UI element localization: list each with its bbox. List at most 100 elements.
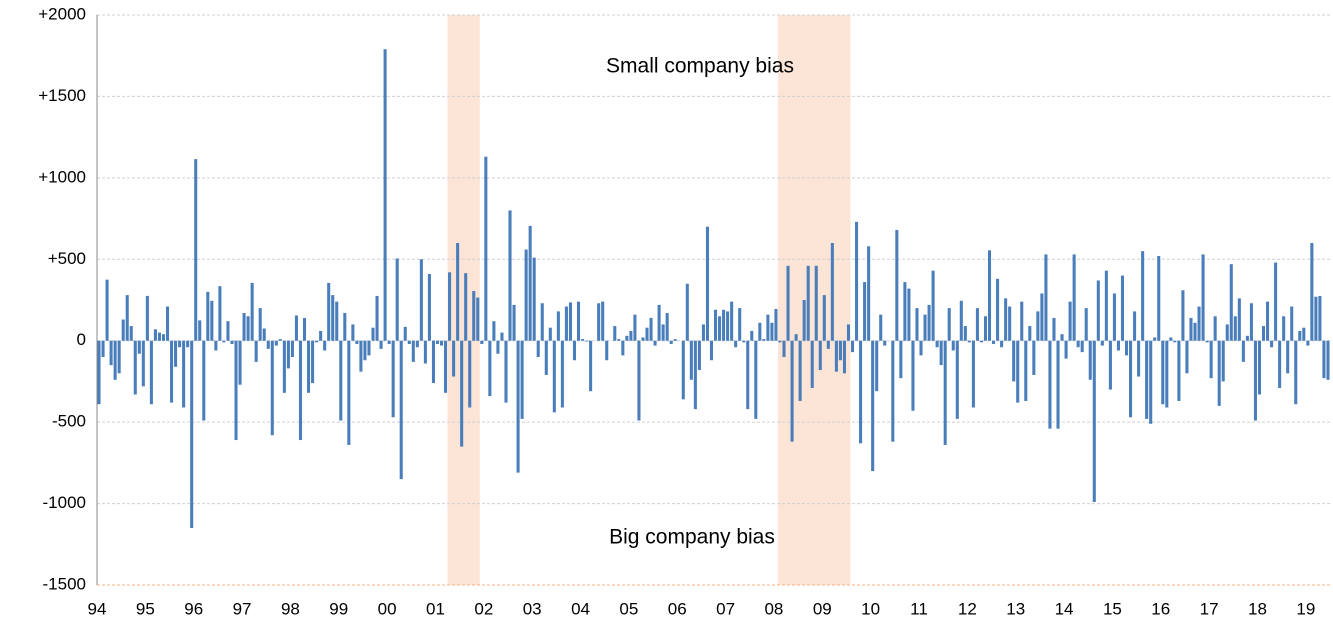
bar — [238, 340, 242, 385]
x-tick-label: 00 — [378, 599, 397, 618]
bar — [931, 270, 935, 341]
bar — [375, 295, 379, 341]
bar — [697, 340, 701, 371]
bar — [903, 282, 907, 341]
bar — [1322, 340, 1326, 379]
bar — [165, 306, 170, 341]
bar — [794, 334, 798, 341]
x-tick-label: 13 — [1006, 599, 1025, 618]
x-tick-label: 15 — [1103, 599, 1122, 618]
bar — [1056, 340, 1060, 429]
bar — [718, 316, 722, 341]
bar — [992, 340, 996, 344]
bar — [1036, 311, 1040, 341]
bar — [1298, 330, 1302, 341]
bar — [661, 324, 665, 341]
bar — [423, 340, 427, 364]
bar — [1149, 340, 1153, 424]
bar — [875, 340, 879, 392]
bar — [435, 340, 440, 344]
bar — [951, 340, 955, 351]
bar — [1270, 340, 1274, 348]
bar — [512, 304, 516, 341]
bar — [230, 340, 234, 344]
bar — [846, 324, 851, 341]
bar — [834, 340, 838, 372]
bar — [391, 340, 395, 418]
bar — [355, 340, 359, 344]
y-tick-label: +2000 — [38, 4, 86, 23]
bar — [411, 340, 415, 362]
x-tick-label: 11 — [910, 599, 928, 618]
bar — [1048, 340, 1052, 429]
bar — [1326, 340, 1330, 380]
bar — [174, 340, 178, 367]
bar — [762, 339, 766, 341]
bar — [117, 340, 121, 374]
bar — [178, 340, 182, 348]
bar — [1044, 254, 1048, 341]
bar — [540, 303, 544, 341]
bar — [1008, 306, 1012, 341]
bar — [246, 316, 250, 341]
bar — [891, 340, 895, 442]
bar — [1181, 290, 1185, 341]
bar — [133, 340, 137, 395]
bar — [1278, 340, 1282, 388]
bar — [1161, 340, 1165, 405]
bar — [705, 226, 709, 341]
bar — [842, 340, 846, 374]
bar — [496, 340, 500, 354]
bar — [500, 332, 504, 341]
bar — [770, 322, 774, 341]
bar — [327, 282, 331, 341]
x-tick-label: 19 — [1296, 599, 1315, 618]
bar — [810, 340, 814, 388]
bar — [222, 340, 226, 343]
bar — [1310, 243, 1314, 341]
bar — [1165, 340, 1169, 408]
bar — [657, 304, 661, 341]
bar — [979, 340, 983, 343]
bar — [1173, 340, 1177, 343]
x-tick-label: 01 — [426, 599, 445, 618]
bar — [290, 340, 294, 357]
bar — [838, 340, 842, 361]
bar — [452, 340, 456, 377]
bar — [528, 225, 532, 341]
bar — [983, 316, 988, 341]
bar — [403, 326, 407, 341]
y-tick-label: -500 — [52, 412, 86, 431]
bar — [1020, 301, 1024, 341]
bar — [323, 340, 327, 351]
bar — [971, 340, 975, 408]
bar — [685, 283, 689, 341]
bar — [782, 340, 786, 357]
bar — [149, 340, 153, 405]
bar — [109, 340, 113, 366]
bar — [713, 309, 718, 341]
bar — [1112, 293, 1116, 341]
bar — [605, 340, 609, 361]
y-tick-label: 0 — [77, 330, 86, 349]
bar — [379, 340, 383, 349]
bar — [476, 297, 480, 341]
bar — [939, 340, 943, 366]
bar — [1124, 340, 1129, 356]
bar — [359, 340, 363, 372]
bar — [254, 340, 258, 362]
bar — [673, 339, 677, 341]
bar — [1032, 340, 1036, 375]
bar — [182, 340, 186, 408]
bar — [448, 272, 452, 341]
bar — [431, 340, 435, 384]
bar — [294, 315, 298, 341]
bar — [1261, 326, 1266, 341]
bar — [1000, 340, 1004, 348]
bar — [826, 340, 830, 349]
bar — [738, 308, 742, 341]
bar — [258, 308, 262, 341]
bar — [456, 243, 460, 341]
bar — [202, 340, 206, 421]
bar — [1193, 322, 1197, 341]
